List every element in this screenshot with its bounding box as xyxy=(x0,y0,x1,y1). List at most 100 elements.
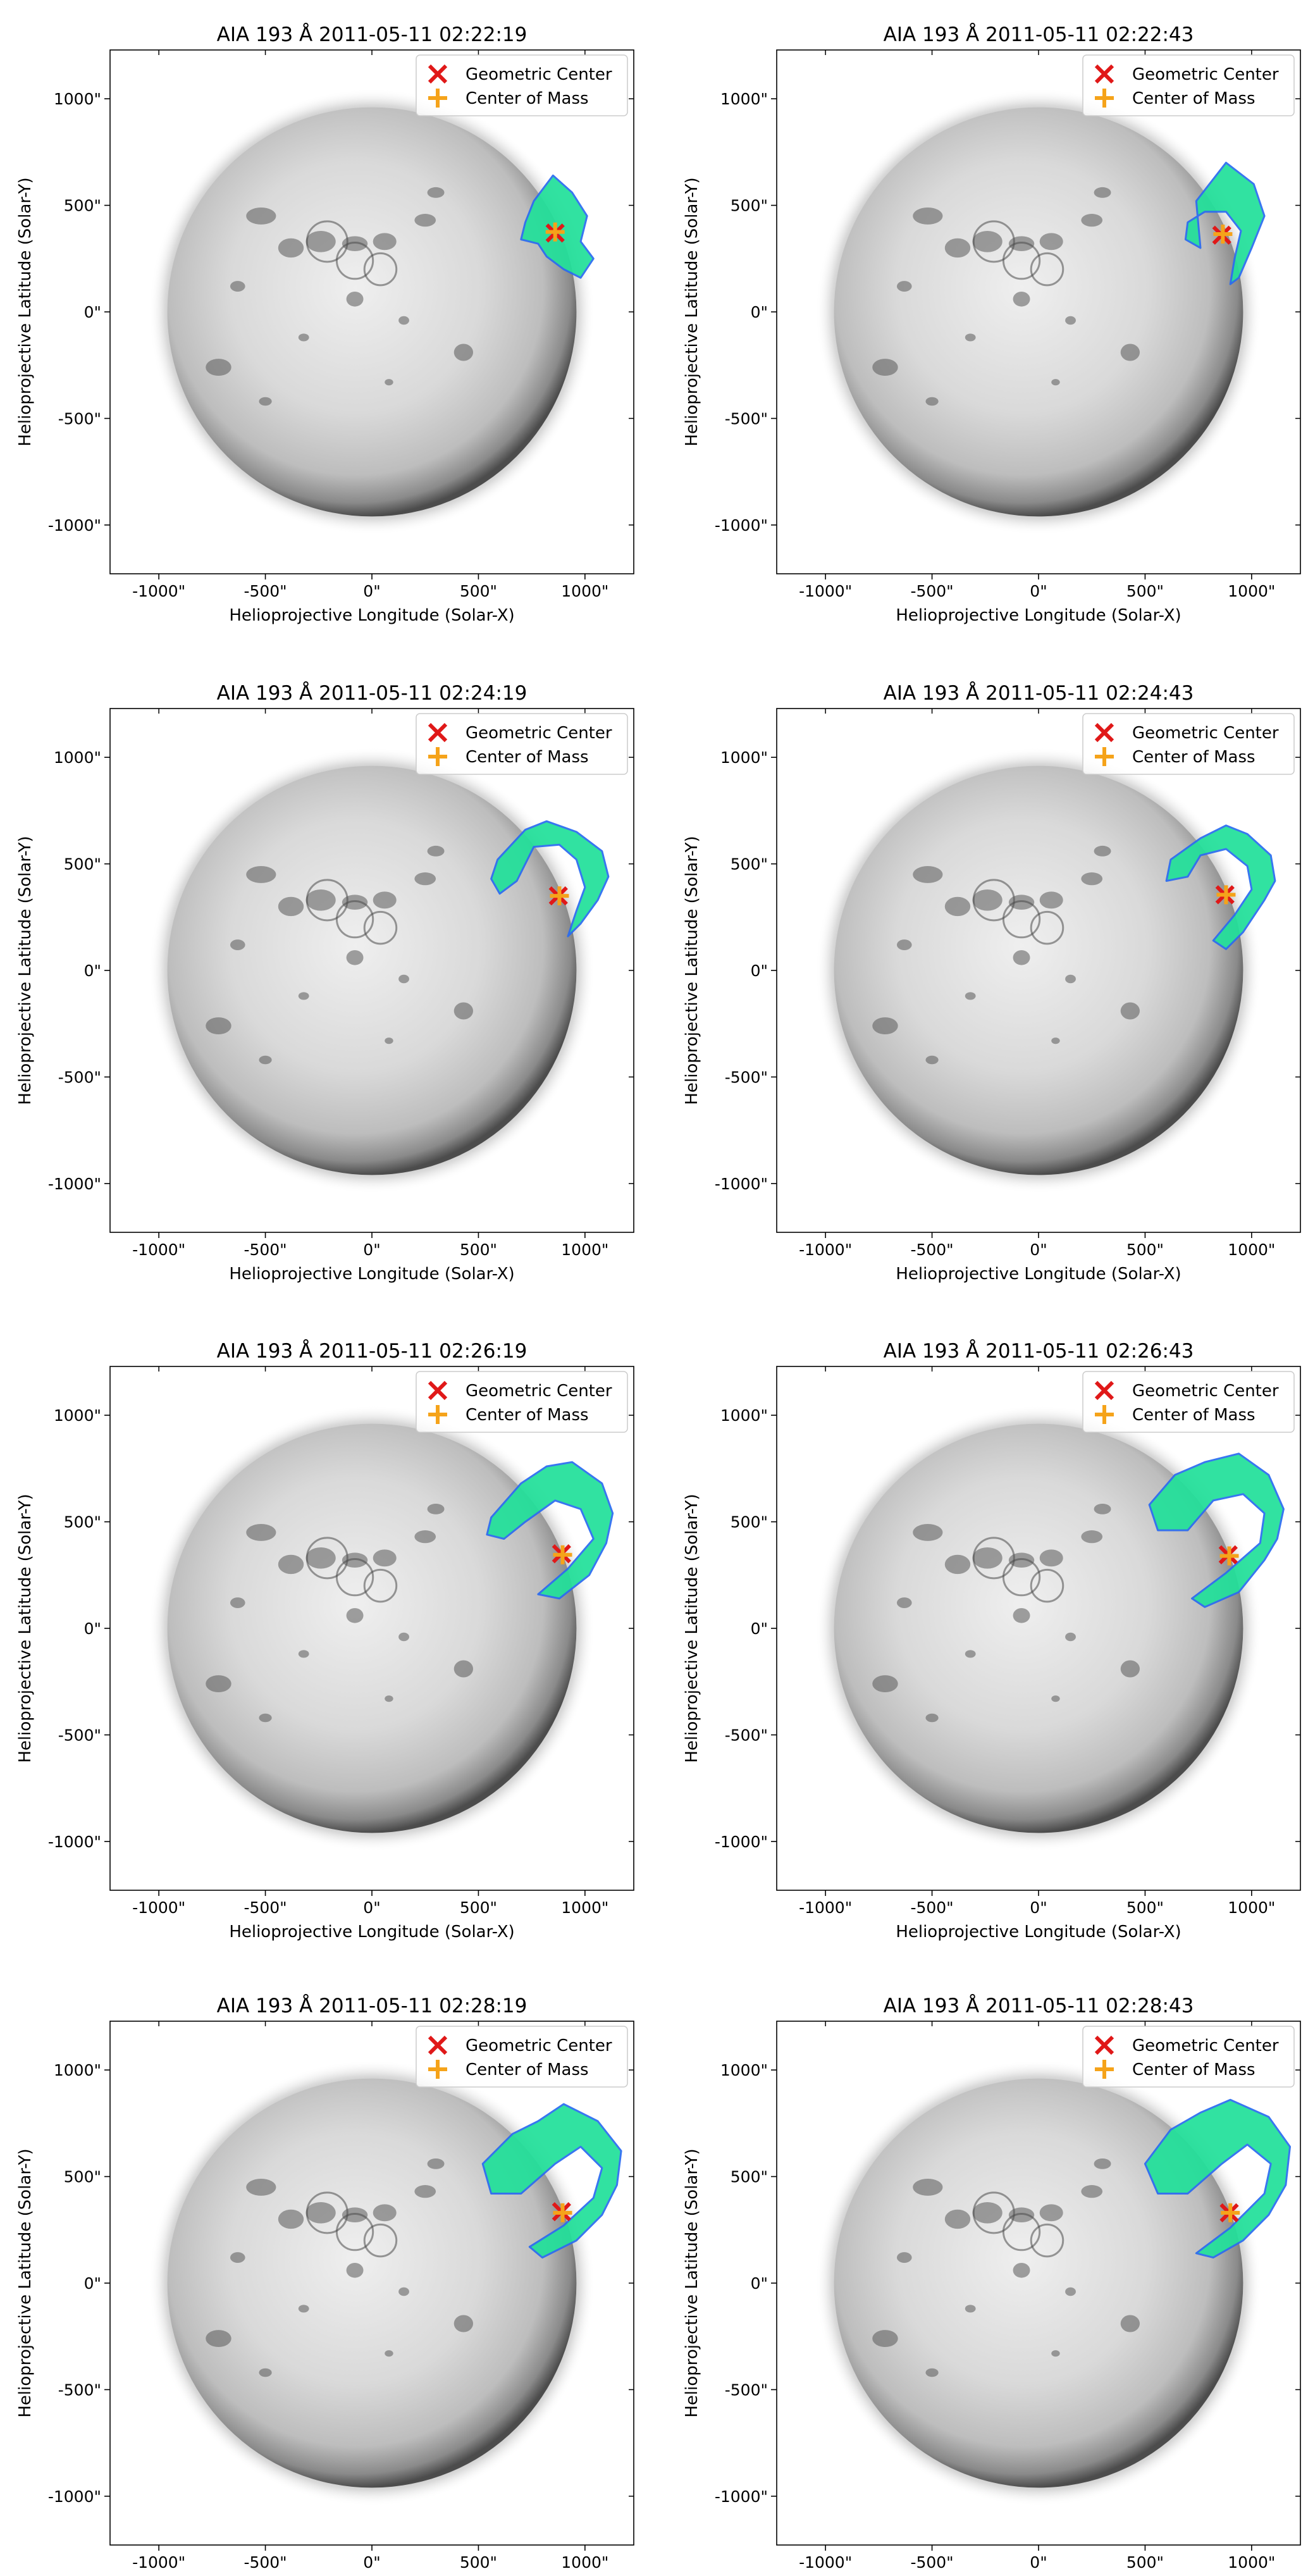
y-tick-label: -1000" xyxy=(715,2487,768,2506)
loop-arc xyxy=(335,2213,374,2251)
dark-feature xyxy=(298,333,309,342)
dark-feature xyxy=(1081,1530,1103,1544)
dark-feature xyxy=(453,1002,474,1020)
panel-title: AIA 193 Å 2011-05-11 02:28:43 xyxy=(884,1995,1194,2017)
dark-feature xyxy=(346,1607,364,1623)
dark-feature xyxy=(925,1713,939,1723)
x-tick-label: 0" xyxy=(363,1898,380,1917)
x-tick-label: -1000" xyxy=(799,2553,852,2572)
dark-feature xyxy=(342,1552,368,1568)
legend-label: Geometric Center xyxy=(1132,65,1279,84)
dark-feature xyxy=(298,1650,309,1658)
x-tick-label: -1000" xyxy=(132,1241,185,1259)
loop-arc xyxy=(363,1568,398,1603)
loop-arc xyxy=(1030,2223,1064,2258)
loop-arc xyxy=(305,2191,349,2234)
dark-feature xyxy=(230,1597,245,1608)
solar-disk xyxy=(834,765,1243,1175)
loop-arc xyxy=(972,2191,1015,2234)
dark-feature xyxy=(1065,2287,1076,2296)
solar-disk xyxy=(167,1423,577,1833)
dark-feature xyxy=(373,891,397,909)
loop-arc xyxy=(1030,910,1064,945)
dark-feature xyxy=(1008,895,1035,910)
center-of-mass-marker xyxy=(1221,2203,1240,2222)
x-tick-label: 500" xyxy=(460,1241,497,1259)
dark-feature xyxy=(453,1660,474,1678)
legend-label: Geometric Center xyxy=(1132,724,1279,743)
legend-box xyxy=(416,54,628,116)
dark-feature xyxy=(1120,2315,1140,2332)
y-axis-label: Helioprojective Latitude (Solar-Y) xyxy=(16,836,35,1105)
legend-label: Geometric Center xyxy=(466,724,612,743)
loop-arc xyxy=(305,879,349,922)
dark-feature xyxy=(965,1650,976,1658)
y-tick-label: 0" xyxy=(84,2274,101,2293)
y-axis-label: Helioprojective Latitude (Solar-Y) xyxy=(682,177,701,446)
dark-feature xyxy=(414,872,436,886)
detection-mask xyxy=(520,174,595,279)
dark-feature xyxy=(965,992,976,1000)
plus-mark-icon xyxy=(428,747,447,766)
y-tick-label: -1000" xyxy=(48,1175,101,1193)
dark-feature xyxy=(305,889,336,911)
dark-feature xyxy=(896,1597,912,1608)
dark-feature xyxy=(373,2204,397,2222)
y-tick-label: -1000" xyxy=(715,1833,768,1851)
y-tick-label: -1000" xyxy=(48,2487,101,2506)
x-tick-label: -1000" xyxy=(132,1898,185,1917)
dark-feature xyxy=(414,2185,436,2198)
dark-feature xyxy=(913,1523,943,1541)
legend-box xyxy=(416,1371,628,1433)
loop-arc xyxy=(1002,900,1041,939)
legend-label: Center of Mass xyxy=(466,89,589,108)
y-tick-label: -1000" xyxy=(48,1833,101,1851)
x-tick-label: -500" xyxy=(244,1898,287,1917)
dark-feature xyxy=(972,230,1003,252)
legend-label: Center of Mass xyxy=(1132,89,1256,108)
x-axis-label: Helioprojective Longitude (Solar-X) xyxy=(229,1923,514,1941)
dark-feature xyxy=(972,889,1003,911)
x-tick-label: 1000" xyxy=(561,582,608,600)
x-tick-label: 500" xyxy=(1126,2553,1164,2572)
legend: Geometric Center Center of Mass xyxy=(416,2026,628,2088)
x-tick-label: 500" xyxy=(460,582,497,600)
dark-feature xyxy=(305,1547,336,1569)
dark-feature xyxy=(965,2305,976,2313)
loop-arc xyxy=(1002,1558,1041,1597)
x-tick-label: 1000" xyxy=(1228,582,1275,600)
sun-panel-4: AIA 193 Å 2011-05-11 02:24:43 -1000" -500"… xyxy=(682,682,1301,1284)
dark-feature xyxy=(298,2305,309,2313)
dark-feature xyxy=(305,230,336,252)
x-axis-label: Helioprojective Longitude (Solar-X) xyxy=(896,1265,1181,1284)
dark-feature xyxy=(972,1547,1003,1569)
dark-feature xyxy=(342,895,368,910)
x-tick-label: -500" xyxy=(910,582,953,600)
panel-title: AIA 193 Å 2011-05-11 02:24:43 xyxy=(884,682,1194,705)
dark-feature xyxy=(385,1037,393,1044)
center-of-mass-marker xyxy=(553,1545,572,1564)
dark-feature xyxy=(346,291,364,307)
dark-feature xyxy=(1081,872,1103,886)
x-tick-label: -1000" xyxy=(799,1241,852,1259)
panel-title: AIA 193 Å 2011-05-11 02:22:19 xyxy=(217,23,528,46)
y-tick-label: -1000" xyxy=(48,516,101,535)
y-tick-label: -1000" xyxy=(715,516,768,535)
sun-panel-6: AIA 193 Å 2011-05-11 02:26:43 -1000" -500"… xyxy=(682,1340,1301,1941)
dark-feature xyxy=(1039,1549,1063,1567)
dark-feature xyxy=(1120,344,1140,361)
legend-box xyxy=(1082,1371,1295,1433)
y-tick-label: 0" xyxy=(751,2274,768,2293)
y-axis-label: Helioprojective Latitude (Solar-Y) xyxy=(682,836,701,1105)
dark-feature xyxy=(342,2207,368,2222)
dark-feature xyxy=(305,2201,336,2224)
dark-feature xyxy=(1051,2350,1060,2357)
dark-feature xyxy=(427,845,445,857)
plus-mark-icon xyxy=(1095,2060,1114,2079)
loop-arc xyxy=(335,900,374,939)
loop-arc xyxy=(972,220,1015,263)
x-tick-label: 1000" xyxy=(561,2553,608,2572)
dark-feature xyxy=(913,2178,943,2196)
dark-feature xyxy=(896,281,912,292)
